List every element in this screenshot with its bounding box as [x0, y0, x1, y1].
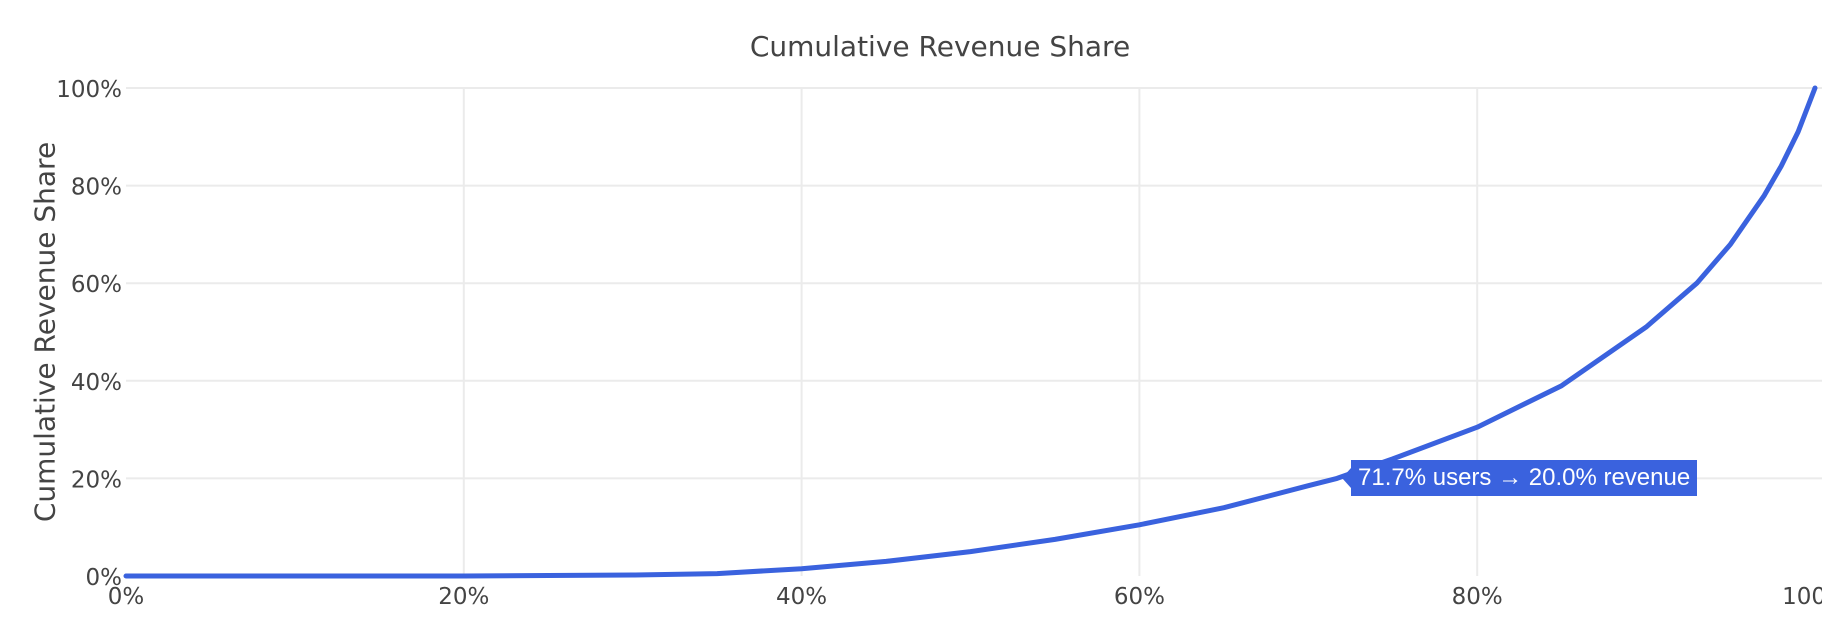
x-tick-label: 100% [1782, 584, 1822, 610]
y-tick-label: 60% [71, 272, 122, 298]
y-tick-label: 0% [86, 565, 123, 591]
y-tick-label: 20% [71, 467, 122, 493]
x-tick-label: 80% [1452, 584, 1503, 610]
cumulative-revenue-line[interactable] [123, 85, 1818, 579]
y-axis-ticks: 0% 20% 40% 60% 80% 100% [56, 77, 122, 591]
x-tick-label: 60% [1114, 584, 1165, 610]
chart-title: Cumulative Revenue Share [749, 30, 1131, 63]
annotation-label: 71.7% users → 20.0% revenue [1351, 460, 1698, 497]
y-tick-label: 40% [71, 370, 122, 396]
x-tick-label: 40% [776, 584, 827, 610]
y-tick-label: 100% [56, 77, 122, 103]
x-axis-ticks: 0% 20% 40% 60% 80% 100% [108, 584, 1822, 610]
x-tick-label: 20% [438, 584, 489, 610]
gridlines [126, 87, 1822, 576]
annotation-pointer [1342, 468, 1351, 489]
y-tick-label: 80% [71, 175, 122, 201]
x-tick-label: 0% [108, 584, 145, 610]
